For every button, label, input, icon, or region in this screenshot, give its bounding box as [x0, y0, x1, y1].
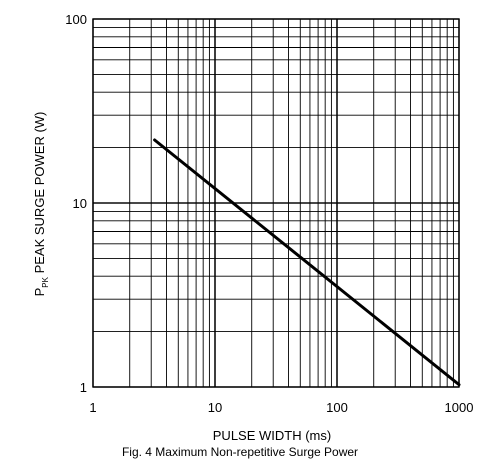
x-tick-label: 1 — [89, 400, 96, 415]
x-tick-label: 100 — [326, 400, 348, 415]
y-tick-label: 1 — [80, 380, 87, 395]
y-tick-labels: 1 10 100 — [65, 12, 87, 395]
chart-grid — [92, 18, 460, 388]
plot-frame — [92, 18, 460, 388]
x-tick-label: 1000 — [445, 400, 474, 415]
y-axis-label-sub: PK — [41, 276, 50, 287]
x-tick-label: 10 — [208, 400, 222, 415]
y-axis-label-main: P — [32, 288, 47, 297]
y-axis-label-rest: PEAK SURGE POWER (W) — [32, 112, 47, 277]
surge-power-curve — [153, 138, 461, 387]
figure-caption: Fig. 4 Maximum Non-repetitive Surge Powe… — [121, 445, 359, 459]
y-tick-label: 10 — [73, 196, 87, 211]
x-axis-label: PULSE WIDTH (ms) — [213, 428, 331, 443]
chart-series — [153, 138, 461, 387]
y-axis-label: PPK PEAK SURGE POWER (W) — [32, 112, 50, 297]
x-tick-labels: 1 10 100 1000 — [89, 400, 473, 415]
y-tick-label: 100 — [65, 12, 87, 27]
